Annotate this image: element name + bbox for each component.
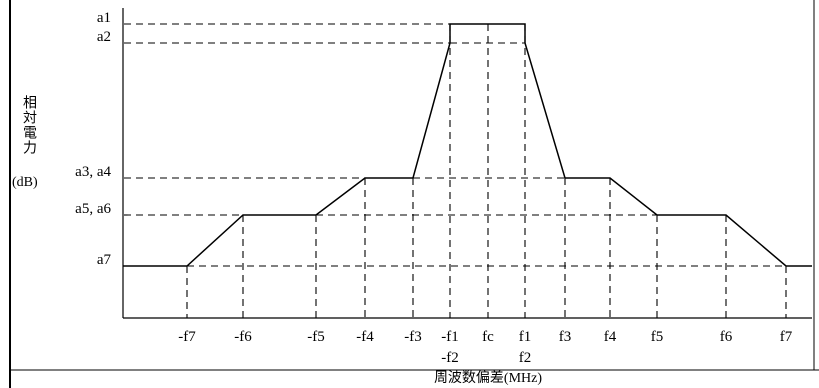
grid-lines [124, 23, 787, 318]
series-group [123, 23, 812, 267]
x-tick-label: -f7 [178, 329, 196, 345]
x-tick-label: -f4 [356, 329, 374, 345]
x-tick-label: fc [482, 329, 494, 345]
y-axis-title: 相対電力 [21, 95, 36, 155]
x-tick-labels: -f7 -f6 -f5 -f4 -f3 -f1 fc f1 f3 f4 f5 f6 f7 -f2 f2 [178, 329, 792, 366]
x-tick-label: f7 [780, 329, 793, 345]
x-tick-label: f6 [720, 329, 733, 345]
x-tick-label: f3 [559, 329, 572, 345]
x-tick-label: f5 [651, 329, 664, 345]
x-tick-label-row2: f2 [519, 350, 532, 366]
y-tick-labels: a1 a2 a3, a4 a5, a6 a7 [75, 10, 111, 268]
x-tick-label: f1 [519, 329, 532, 345]
y-tick-label: a3, a4 [75, 164, 111, 180]
x-tick-label: f4 [604, 329, 617, 345]
x-tick-label: -f6 [234, 329, 252, 345]
series-line [123, 23, 812, 267]
x-tick-label: -f3 [404, 329, 422, 345]
y-tick-label: a5, a6 [75, 201, 111, 217]
x-tick-label: -f5 [307, 329, 325, 345]
y-axis-unit: (dB) [12, 175, 38, 190]
y-tick-label: a2 [97, 29, 111, 45]
y-tick-label: a1 [97, 10, 111, 26]
x-tick-label: -f1 [441, 329, 459, 345]
y-tick-label: a7 [97, 252, 112, 268]
x-tick-label-row2: -f2 [441, 350, 459, 366]
x-axis-title: 周波数偏差(MHz) [433, 371, 543, 386]
